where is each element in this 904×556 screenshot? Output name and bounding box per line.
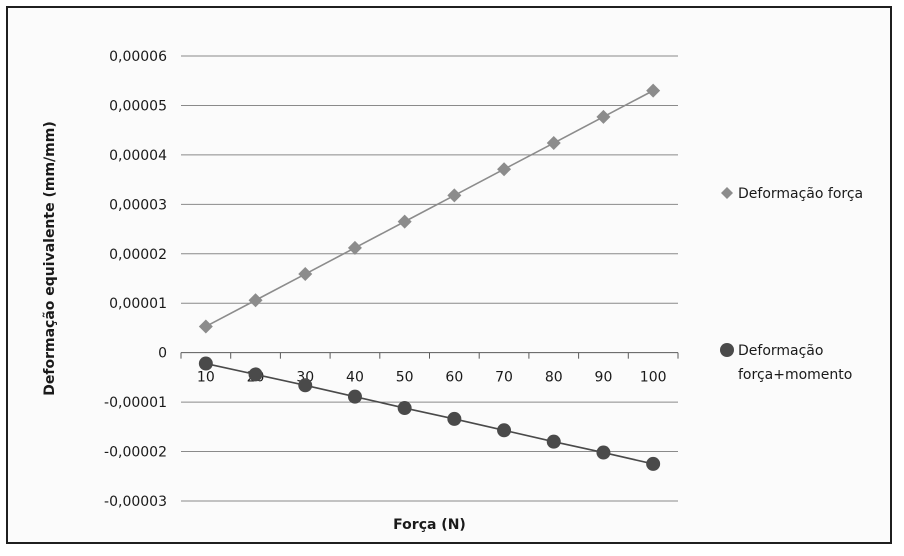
- y-tick-label: 0,00002: [109, 247, 167, 263]
- y-tick-label: 0,00004: [109, 148, 167, 164]
- legend-marker-circle: [720, 343, 734, 357]
- data-point-circle: [546, 434, 561, 449]
- series-layer: [198, 83, 661, 471]
- y-tick-label: 0,00003: [109, 197, 167, 213]
- data-point-diamond: [497, 162, 512, 177]
- y-tick-label: -0,00003: [104, 494, 167, 510]
- data-point-circle: [646, 456, 661, 471]
- x-tick-label: 90: [595, 370, 613, 386]
- data-point-circle: [397, 401, 412, 416]
- grid-lines: [180, 55, 679, 502]
- x-tick-label: 60: [445, 370, 463, 386]
- y-tick-label: -0,00001: [104, 395, 167, 411]
- data-point-diamond: [546, 136, 561, 151]
- x-tick-label: 50: [396, 370, 414, 386]
- chart-svg: 0,00006 0,00005 0,00004 0,00003 0,00002 0,000…: [42, 49, 863, 533]
- data-point-diamond: [248, 293, 263, 308]
- legend-label: Deformação força: [738, 186, 863, 202]
- legend: Deformação força Deformação força+momento: [720, 186, 863, 383]
- y-tick-labels: 0,00006 0,00005 0,00004 0,00003 0,00002 0,000…: [104, 49, 167, 510]
- x-tick-label: 100: [640, 370, 667, 386]
- x-tick-label: 80: [545, 370, 563, 386]
- data-point-diamond: [347, 240, 362, 255]
- x-tick-label: 10: [197, 370, 215, 386]
- legend-label: força+momento: [738, 367, 852, 383]
- x-tick-label: 40: [346, 370, 364, 386]
- data-point-circle: [198, 356, 213, 371]
- x-axis-title: Força (N): [393, 517, 466, 533]
- data-point-diamond: [447, 188, 462, 203]
- data-point-circle: [347, 389, 362, 404]
- data-point-circle: [497, 423, 512, 438]
- data-point-circle: [447, 411, 462, 426]
- y-tick-label: 0,00005: [109, 98, 167, 114]
- data-point-circle: [248, 367, 263, 382]
- y-tick-label: 0: [158, 346, 167, 362]
- legend-label: Deformação: [738, 343, 823, 359]
- series-line-1: [205, 89, 654, 328]
- y-tick-label: 0,00001: [109, 296, 167, 312]
- data-point-diamond: [397, 214, 412, 229]
- x-tick-label: 70: [495, 370, 513, 386]
- data-point-diamond: [298, 267, 313, 282]
- data-point-diamond: [646, 83, 661, 98]
- data-point-diamond: [596, 109, 611, 124]
- y-tick-label: 0,00006: [109, 49, 167, 65]
- chart-frame: 0,00006 0,00005 0,00004 0,00003 0,00002 0,000…: [6, 6, 892, 544]
- y-tick-label: -0,00002: [104, 445, 167, 461]
- y-axis-title: Deformação equivalente (mm/mm): [42, 121, 58, 395]
- data-point-circle: [596, 445, 611, 460]
- legend-marker-diamond: [721, 187, 733, 199]
- series-line-2: [205, 362, 654, 465]
- data-point-circle: [298, 378, 313, 393]
- data-point-diamond: [198, 319, 213, 334]
